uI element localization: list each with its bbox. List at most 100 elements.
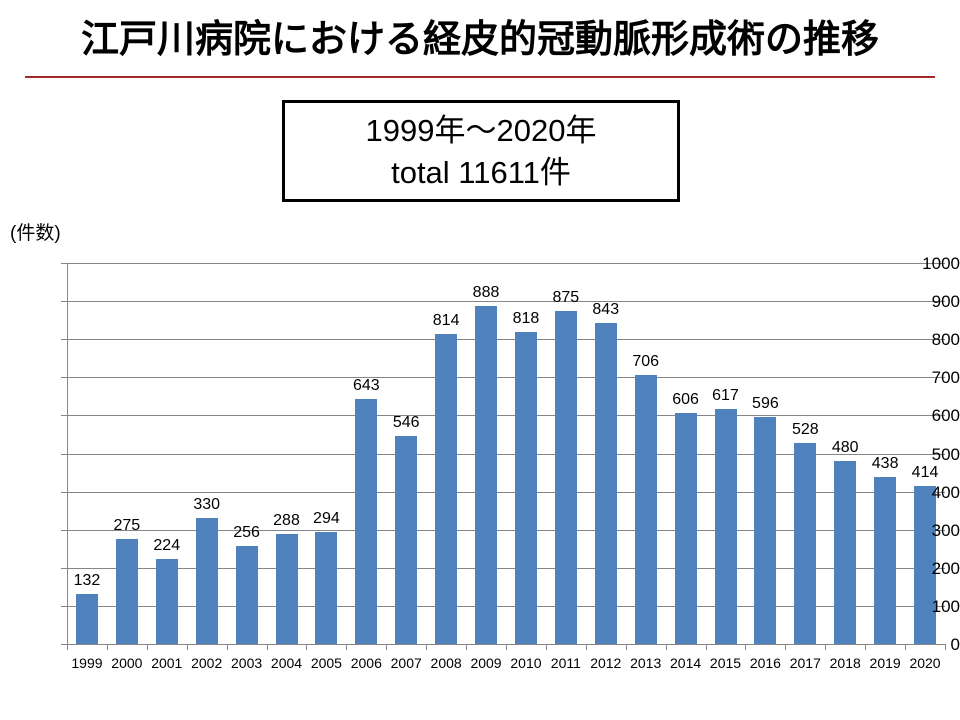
bar-value-label-2017: 528 bbox=[791, 420, 819, 438]
bar-2017[interactable] bbox=[794, 442, 817, 644]
x-axis-category-label-2014: 2014 bbox=[670, 655, 702, 671]
bar-2019[interactable] bbox=[874, 477, 897, 644]
y-axis-tick-mark bbox=[61, 529, 67, 531]
bar-value-label-2014: 606 bbox=[672, 391, 699, 409]
x-axis-category-label-2017: 2017 bbox=[789, 655, 821, 671]
bar-chart: (件数) 0 100 200 300 400 500 600 700 800 900 1000 19… bbox=[0, 210, 960, 680]
x-axis-category-label-2005: 2005 bbox=[310, 655, 342, 671]
bar-value-label-2011: 875 bbox=[552, 288, 580, 306]
bar-value-label-2006: 643 bbox=[352, 377, 380, 395]
y-gridline bbox=[67, 415, 945, 417]
y-gridline bbox=[67, 301, 945, 303]
bar-2006[interactable] bbox=[355, 399, 378, 644]
bar-value-label-2013: 706 bbox=[632, 353, 660, 370]
x-axis-tick-mark bbox=[506, 644, 507, 650]
y-axis-tick-mark bbox=[61, 339, 67, 341]
x-axis-category-label-2011: 2011 bbox=[550, 655, 581, 671]
y-axis-tick-mark bbox=[61, 453, 67, 455]
x-axis-category-label-2000: 2000 bbox=[111, 655, 143, 671]
bar-value-label-2012: 843 bbox=[592, 300, 620, 318]
x-axis-tick-mark bbox=[585, 644, 587, 650]
bar-2011[interactable] bbox=[554, 310, 577, 644]
bar-value-label-2018: 480 bbox=[831, 439, 859, 457]
bar-2002[interactable] bbox=[195, 518, 218, 644]
bar-value-label-2009: 888 bbox=[472, 283, 500, 301]
bar-value-label-2005: 294 bbox=[313, 509, 340, 527]
bar-value-label-2004: 288 bbox=[273, 512, 300, 530]
y-axis-tick-mark bbox=[61, 644, 67, 645]
subtitle-callout-box: 1999年～2020年 total 11611件 bbox=[282, 100, 680, 202]
y-gridline bbox=[67, 263, 945, 264]
y-axis-tick-mark bbox=[61, 377, 67, 379]
y-axis-tick-mark bbox=[61, 491, 67, 493]
bar-2020[interactable] bbox=[914, 486, 937, 644]
bar-value-label-1999: 132 bbox=[73, 571, 101, 589]
x-axis-category-label-2006: 2006 bbox=[350, 655, 382, 671]
x-axis-tick-mark bbox=[226, 644, 228, 650]
y-axis-tick-label: 200 bbox=[931, 558, 960, 578]
bar-2018[interactable] bbox=[834, 461, 857, 644]
x-axis-tick-mark bbox=[426, 644, 428, 650]
x-axis-tick-mark bbox=[466, 644, 468, 650]
x-axis-category-label-2018: 2018 bbox=[829, 655, 861, 671]
bar-value-label-2016: 596 bbox=[752, 394, 779, 412]
y-axis-unit-label: (件数) bbox=[10, 223, 61, 244]
y-axis-tick-mark bbox=[61, 567, 67, 569]
bar-2014[interactable] bbox=[674, 413, 697, 644]
x-axis-tick-mark bbox=[865, 644, 867, 650]
x-axis-category-label-2008: 2008 bbox=[430, 655, 462, 671]
bar-value-label-2001: 224 bbox=[153, 536, 181, 554]
bar-2003[interactable] bbox=[235, 546, 258, 644]
page-title: 江戸川病院における経皮的冠動脈形成術の推移 bbox=[80, 19, 879, 61]
subtitle-period-line: 1999年～2020年 bbox=[365, 113, 597, 148]
y-axis-tick-mark bbox=[61, 605, 67, 607]
bar-2004[interactable] bbox=[275, 534, 298, 644]
bar-2015[interactable] bbox=[714, 408, 737, 644]
bar-2016[interactable] bbox=[754, 416, 777, 644]
bar-2008[interactable] bbox=[435, 333, 458, 644]
x-axis-tick-mark bbox=[306, 644, 308, 650]
y-gridline bbox=[67, 377, 945, 379]
bar-value-label-2019: 438 bbox=[871, 455, 899, 473]
y-axis-tick-label: 600 bbox=[931, 406, 960, 426]
x-axis-tick-mark bbox=[545, 644, 547, 650]
bar-2000[interactable] bbox=[115, 539, 138, 644]
x-axis-tick-mark bbox=[745, 644, 747, 650]
x-axis-category-label-2016: 2016 bbox=[749, 655, 781, 671]
y-gridline bbox=[67, 339, 945, 341]
x-axis-category-label-2020: 2020 bbox=[909, 655, 941, 671]
bar-2010[interactable] bbox=[514, 332, 537, 644]
bar-2013[interactable] bbox=[634, 375, 657, 644]
x-axis-category-label-2002: 2002 bbox=[191, 655, 223, 671]
x-axis-tick-mark bbox=[146, 644, 148, 650]
bar-2007[interactable] bbox=[395, 435, 418, 644]
y-axis-tick-label: 400 bbox=[931, 482, 960, 502]
x-axis-category-label-1999: 1999 bbox=[71, 655, 103, 671]
y-axis-tick-label: 300 bbox=[931, 520, 960, 540]
bar-2009[interactable] bbox=[475, 305, 498, 644]
x-axis-category-label-2001: 2001 bbox=[151, 655, 183, 671]
x-axis-tick-mark bbox=[625, 644, 627, 650]
x-axis-category-label-2015: 2015 bbox=[709, 655, 742, 671]
x-axis-category-label-2009: 2009 bbox=[470, 655, 502, 671]
x-axis-tick-mark bbox=[386, 644, 388, 650]
bar-value-label-2010: 818 bbox=[512, 310, 540, 328]
bar-value-label-2003: 256 bbox=[233, 524, 260, 542]
y-axis-tick-mark bbox=[61, 415, 67, 417]
x-axis-category-label-2013: 2013 bbox=[630, 655, 662, 671]
y-axis-tick-mark bbox=[61, 263, 67, 264]
bar-2005[interactable] bbox=[315, 532, 338, 644]
x-axis-tick-mark bbox=[346, 644, 348, 650]
x-axis-category-label-2010: 2010 bbox=[510, 655, 542, 671]
bar-value-label-2008: 814 bbox=[432, 311, 460, 329]
x-axis-tick-mark bbox=[785, 644, 787, 650]
bar-2012[interactable] bbox=[594, 322, 617, 644]
bar-2001[interactable] bbox=[155, 558, 178, 644]
x-axis-tick-mark bbox=[825, 644, 827, 650]
y-axis-tick-label: 800 bbox=[931, 330, 960, 350]
y-axis-tick-label: 1000 bbox=[922, 254, 960, 273]
title-divider-rule bbox=[25, 76, 935, 78]
x-axis-tick-mark bbox=[705, 644, 707, 650]
bar-1999[interactable] bbox=[75, 593, 98, 644]
